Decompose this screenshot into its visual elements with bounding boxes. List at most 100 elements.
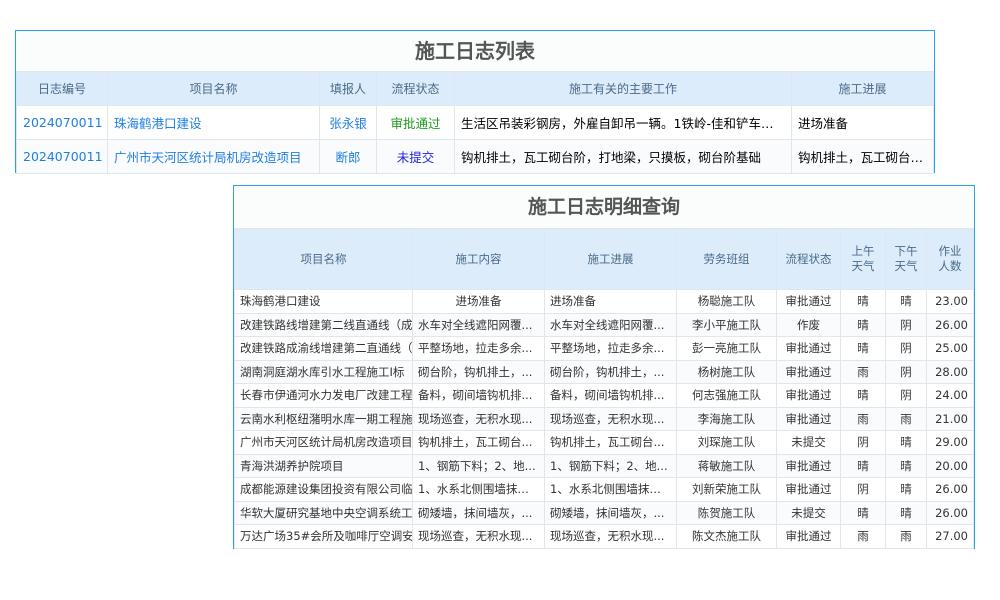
log-list-table: 日志编号 项目名称 填报人 流程状态 施工有关的主要工作 施工进展 2024070011 珠… bbox=[16, 71, 934, 174]
pm-weather: 雨 bbox=[885, 406, 927, 431]
status-badge: 审批通过 bbox=[776, 289, 841, 314]
log-id-link[interactable]: 2024070011 bbox=[16, 105, 108, 140]
table-row[interactable]: 成都能源建设集团投资有限公司临时办1、水系北侧围墙抹灰...1、水系北侧围墙抹灰… bbox=[234, 477, 974, 502]
column-header[interactable]: 施工内容 bbox=[412, 228, 545, 290]
content-cell: 水车对全线遮阳网覆... bbox=[412, 312, 545, 337]
worker-count: 23.00 bbox=[926, 289, 974, 314]
progress-cell: 备料，砌间墙钩机排... bbox=[544, 383, 677, 408]
table-row[interactable]: 万达广场35#会所及咖啡厅空调安装工现场巡查，无积水现...现场巡查，无积水现.… bbox=[234, 524, 974, 549]
progress-cell: 1、水系北侧围墙抹灰... bbox=[544, 477, 677, 502]
reporter-link[interactable]: 断郎 bbox=[319, 139, 377, 174]
project-name-link[interactable]: 湖南洞庭湖水库引水工程施工Ⅰ标 bbox=[234, 359, 413, 384]
team-cell: 杨聪施工队 bbox=[676, 289, 777, 314]
pm-weather: 晴 bbox=[885, 430, 927, 455]
progress-cell: 现场巡查，无积水现... bbox=[544, 406, 677, 431]
column-header[interactable]: 填报人 bbox=[319, 71, 377, 106]
worker-count: 28.00 bbox=[926, 359, 974, 384]
project-name-link[interactable]: 长春市伊通河水力发电厂改建工程 bbox=[234, 383, 413, 408]
am-weather: 晴 bbox=[840, 289, 886, 314]
table-row[interactable]: 云南水利枢纽潴明水库一期工程施工Ⅰ 现场巡查，无积水现... 现场巡查，无积水现..… bbox=[234, 406, 974, 431]
am-weather: 雨 bbox=[840, 524, 886, 549]
column-header[interactable]: 日志编号 bbox=[16, 71, 108, 106]
team-cell: 蒋敏施工队 bbox=[676, 453, 777, 478]
project-name-link[interactable]: 广州市天河区统计局机房改造项目 bbox=[107, 139, 320, 174]
am-weather: 雨 bbox=[840, 359, 886, 384]
project-name-link[interactable]: 珠海鹤港口建设 bbox=[234, 289, 413, 314]
main-work-cell: 钩机排土，瓦工砌台阶，打地梁，只摸板，砌台阶基础 bbox=[454, 139, 792, 174]
team-cell: 刘新荣施工队 bbox=[676, 477, 777, 502]
status-badge: 审批通过 bbox=[776, 336, 841, 361]
project-name-link[interactable]: 珠海鹤港口建设 bbox=[107, 105, 320, 140]
team-cell: 陈文杰施工队 bbox=[676, 524, 777, 549]
progress-cell: 钩机排土，瓦工砌台... bbox=[544, 430, 677, 455]
reporter-link[interactable]: 张永银 bbox=[319, 105, 377, 140]
table-row[interactable]: 华软大厦研究基地中央空调系统工程 砌矮墙，抹间墙灰，... 砌矮墙，抹间墙灰，...… bbox=[234, 500, 974, 525]
log-id-link[interactable]: 2024070011 bbox=[16, 139, 108, 174]
table-row[interactable]: 湖南洞庭湖水库引水工程施工Ⅰ标 砌台阶，钩机排土，... 砌台阶，钩机排土，... 杨… bbox=[234, 359, 974, 384]
column-header[interactable]: 上午天气 bbox=[840, 228, 886, 290]
status-badge: 未提交 bbox=[376, 139, 455, 174]
table-row[interactable]: 改建铁路成渝线增建第二直通线（成渝平整场地，拉走多余...平整场地，拉走多余..… bbox=[234, 336, 974, 361]
content-cell: 砌矮墙，抹间墙灰，... bbox=[412, 500, 545, 525]
am-weather: 晴 bbox=[840, 312, 886, 337]
team-cell: 彭一亮施工队 bbox=[676, 336, 777, 361]
log-list-title: 施工日志列表 bbox=[16, 31, 934, 71]
table-row[interactable]: 长春市伊通河水力发电厂改建工程 备料，砌间墙钩机排... 备料，砌间墙钩机排... 何… bbox=[234, 383, 974, 408]
project-name-link[interactable]: 青海洪湖养护院项目 bbox=[234, 453, 413, 478]
project-name-link[interactable]: 成都能源建设集团投资有限公司临时办 bbox=[234, 477, 413, 502]
am-weather: 晴 bbox=[840, 383, 886, 408]
progress-cell: 砌台阶，钩机排土，... bbox=[544, 359, 677, 384]
pm-weather: 晴 bbox=[885, 453, 927, 478]
project-name-link[interactable]: 改建铁路线增建第二线直通线（成都- bbox=[234, 312, 413, 337]
table-row[interactable]: 珠海鹤港口建设 进场准备 进场准备 杨聪施工队 审批通过晴晴 23.00 bbox=[234, 289, 974, 314]
column-header[interactable]: 流程状态 bbox=[376, 71, 455, 106]
log-detail-panel: 施工日志明细查询 项目名称 施工内容 施工进展 劳务班组 流程状态 上午天气 下午天气 作业人… bbox=[233, 185, 975, 549]
table-row[interactable]: 改建铁路线增建第二线直通线（成都- 水车对全线遮阳网覆... 水车对全线遮阳网覆..… bbox=[234, 312, 974, 337]
am-weather: 晴 bbox=[840, 500, 886, 525]
am-weather: 晴 bbox=[840, 453, 886, 478]
content-cell: 平整场地，拉走多余... bbox=[412, 336, 545, 361]
worker-count: 21.00 bbox=[926, 406, 974, 431]
pm-weather: 阴 bbox=[885, 312, 927, 337]
content-cell: 1、钢筋下料；2、地... bbox=[412, 453, 545, 478]
column-header[interactable]: 下午天气 bbox=[885, 228, 927, 290]
column-header[interactable]: 施工进展 bbox=[791, 71, 934, 106]
pm-weather: 阴 bbox=[885, 336, 927, 361]
pm-weather: 阴 bbox=[885, 359, 927, 384]
status-badge: 审批通过 bbox=[776, 359, 841, 384]
worker-count: 20.00 bbox=[926, 453, 974, 478]
pm-weather: 雨 bbox=[885, 524, 927, 549]
worker-count: 26.00 bbox=[926, 312, 974, 337]
team-cell: 李海施工队 bbox=[676, 406, 777, 431]
worker-count: 25.00 bbox=[926, 336, 974, 361]
pm-weather: 晴 bbox=[885, 500, 927, 525]
content-cell: 砌台阶，钩机排土，... bbox=[412, 359, 545, 384]
main-work-cell: 生活区吊装彩钢房，外雇自卸吊一辆。1铁岭-佳和铲车一台 bbox=[454, 105, 792, 140]
column-header[interactable]: 施工进展 bbox=[544, 228, 677, 290]
status-badge: 审批通过 bbox=[776, 383, 841, 408]
column-header[interactable]: 施工有关的主要工作 bbox=[454, 71, 792, 106]
project-name-link[interactable]: 改建铁路成渝线增建第二直通线（成渝 bbox=[234, 336, 413, 361]
content-cell: 现场巡查，无积水现... bbox=[412, 406, 545, 431]
team-cell: 李小平施工队 bbox=[676, 312, 777, 337]
project-name-link[interactable]: 广州市天河区统计局机房改造项目 bbox=[234, 430, 413, 455]
column-header[interactable]: 项目名称 bbox=[234, 228, 413, 290]
column-header[interactable]: 作业人数 bbox=[926, 228, 974, 290]
worker-count: 26.00 bbox=[926, 500, 974, 525]
team-cell: 刘琛施工队 bbox=[676, 430, 777, 455]
progress-cell: 平整场地，拉走多余... bbox=[544, 336, 677, 361]
table-row[interactable]: 2024070011 珠海鹤港口建设 张永银 审批通过 生活区吊装彩钢房，外雇自卸吊一辆… bbox=[16, 105, 934, 140]
status-badge: 未提交 bbox=[776, 500, 841, 525]
column-header[interactable]: 流程状态 bbox=[776, 228, 841, 290]
table-row[interactable]: 广州市天河区统计局机房改造项目 钩机排土，瓦工砌台... 钩机排土，瓦工砌台... 刘… bbox=[234, 430, 974, 455]
team-cell: 杨树施工队 bbox=[676, 359, 777, 384]
project-name-link[interactable]: 云南水利枢纽潴明水库一期工程施工Ⅰ bbox=[234, 406, 413, 431]
pm-weather: 晴 bbox=[885, 477, 927, 502]
column-header[interactable]: 劳务班组 bbox=[676, 228, 777, 290]
column-header[interactable]: 项目名称 bbox=[107, 71, 320, 106]
table-row[interactable]: 2024070011 广州市天河区统计局机房改造项目 断郎 未提交 钩机排土，瓦工砌台阶… bbox=[16, 139, 934, 174]
project-name-link[interactable]: 华软大厦研究基地中央空调系统工程 bbox=[234, 500, 413, 525]
table-row[interactable]: 青海洪湖养护院项目 1、钢筋下料；2、地... 1、钢筋下料；2、地... 蒋敏施工队… bbox=[234, 453, 974, 478]
project-name-link[interactable]: 万达广场35#会所及咖啡厅空调安装工 bbox=[234, 524, 413, 549]
team-cell: 何志强施工队 bbox=[676, 383, 777, 408]
